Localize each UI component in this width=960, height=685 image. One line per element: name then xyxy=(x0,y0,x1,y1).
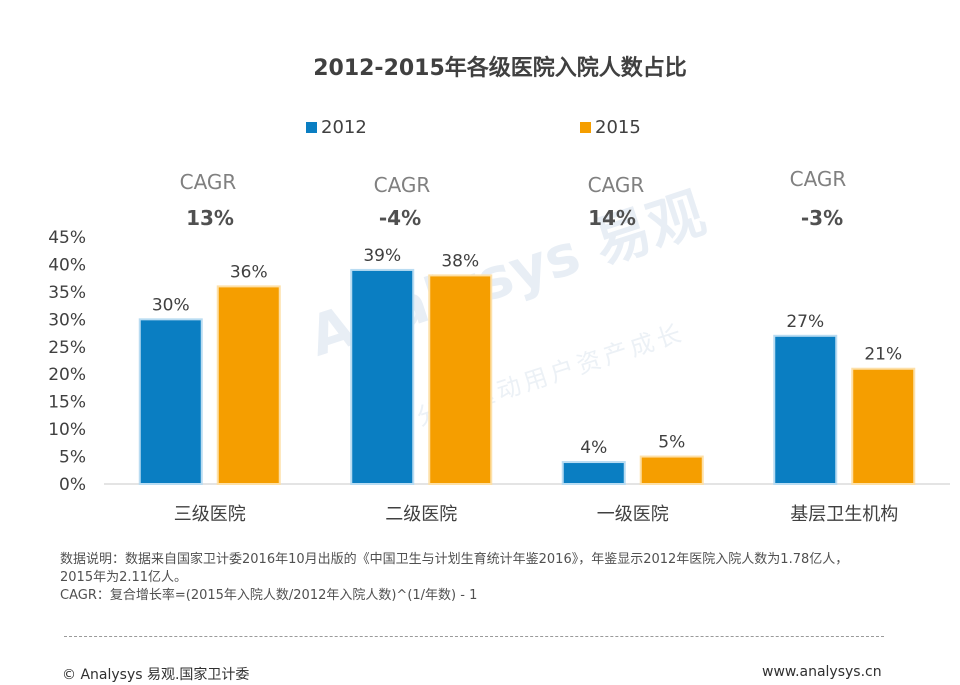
y-tick-label: 25% xyxy=(48,338,86,358)
y-tick-label: 0% xyxy=(59,475,86,495)
data-label-2012-3: 4% xyxy=(580,438,607,458)
y-tick-label: 35% xyxy=(48,283,86,303)
y-tick-label: 40% xyxy=(48,255,86,275)
y-tick-label: 30% xyxy=(48,310,86,330)
data-label-2015-2: 38% xyxy=(441,251,479,271)
footer-website-link[interactable]: www.analysys.cn xyxy=(762,664,882,680)
cagr-value-4: -3% xyxy=(800,206,844,230)
data-label-2012-1: 30% xyxy=(152,295,190,315)
data-label-2015-4: 21% xyxy=(864,345,902,365)
legend-item-2015: 2015 xyxy=(580,117,641,138)
bar-2012-1 xyxy=(138,318,203,486)
bar-2015-1 xyxy=(216,285,281,485)
cagr-label-3: CAGR xyxy=(587,173,645,197)
cagr-label-4: CAGR xyxy=(789,167,847,191)
cagr-label-1: CAGR xyxy=(179,170,237,194)
y-tick-label: 45% xyxy=(48,228,86,248)
cagr-value-1: 13% xyxy=(186,206,234,230)
chart-title: 2012-2015年各级医院入院人数占比 xyxy=(313,56,687,81)
y-tick-label: 20% xyxy=(48,365,86,385)
legend-swatch-2012 xyxy=(306,122,317,133)
cagr-label-2: CAGR xyxy=(373,173,431,197)
cagr-value-2: -4% xyxy=(378,206,422,230)
footer-divider xyxy=(64,636,884,637)
data-note-line-2: 2015年为2.11亿人。 xyxy=(60,570,188,585)
bar-2012-4 xyxy=(773,334,838,485)
bar-2012-3 xyxy=(561,461,626,485)
x-category-label: 一级医院 xyxy=(597,504,669,525)
data-label-2012-2: 39% xyxy=(363,246,401,266)
cagr-formula-note: CAGR：复合增长率=(2015年入院人数/2012年入院人数)^(1/年数) … xyxy=(60,588,478,603)
data-label-2015-3: 5% xyxy=(658,433,685,453)
footer-source: © Analysys 易观.国家卫计委 xyxy=(62,667,250,683)
cagr-value-3: 14% xyxy=(588,206,636,230)
legend-label-2015: 2015 xyxy=(595,117,641,138)
y-tick-label: 10% xyxy=(48,420,86,440)
bar-2012-2 xyxy=(350,268,415,485)
legend-label-2012: 2012 xyxy=(321,117,367,138)
x-category-label: 三级医院 xyxy=(174,504,246,525)
bar-chart: 0% 5% 10% 15% 20% 25% 30% 35% 40% 45% 30% 36% 三级医院 39… xyxy=(48,228,950,525)
bar-2015-4 xyxy=(851,367,916,486)
bar-2015-2 xyxy=(428,274,493,485)
data-label-2012-4: 27% xyxy=(786,312,824,332)
legend-swatch-2015 xyxy=(580,122,591,133)
data-note-line-1: 数据说明：数据来自国家卫计委2016年10月出版的《中国卫生与计划生育统计年鉴2… xyxy=(60,552,849,567)
y-tick-label: 5% xyxy=(59,448,86,468)
legend-item-2012: 2012 xyxy=(306,117,367,138)
y-tick-label: 15% xyxy=(48,393,86,413)
x-category-label: 基层卫生机构 xyxy=(790,504,898,525)
x-category-label: 二级医院 xyxy=(385,504,457,525)
bar-2015-3 xyxy=(639,455,704,485)
data-label-2015-1: 36% xyxy=(230,262,268,282)
